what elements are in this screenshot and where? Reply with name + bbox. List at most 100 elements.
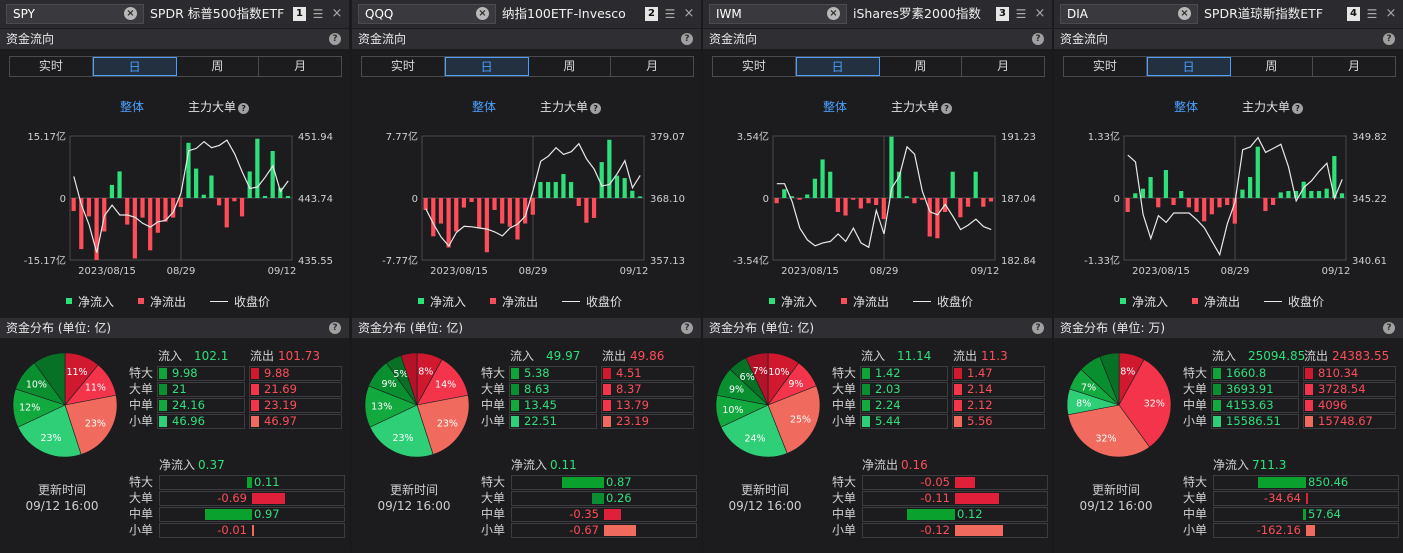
legend-close: 收盘价 bbox=[913, 294, 973, 310]
flow-bar bbox=[270, 150, 275, 198]
flow-bar bbox=[1286, 191, 1291, 198]
outflow-total-label: 流出 bbox=[1304, 349, 1329, 363]
close-icon[interactable]: × bbox=[331, 6, 343, 21]
dist-row-label: 大单 bbox=[1183, 382, 1208, 396]
tab-period-2[interactable]: 周 bbox=[177, 57, 260, 76]
flow-bar bbox=[477, 198, 482, 229]
distribution-pie: 11% 11% 23% 23% 12% 10% bbox=[12, 352, 118, 458]
tab-period-3[interactable]: 月 bbox=[294, 59, 307, 73]
net-flow-row-value: -34.64 bbox=[1263, 491, 1301, 505]
help-icon[interactable]: ? bbox=[590, 103, 602, 114]
symbol-input[interactable]: SPY bbox=[6, 4, 144, 24]
help-icon[interactable]: ? bbox=[1032, 322, 1044, 334]
tab-period-3[interactable]: 月 bbox=[646, 59, 659, 73]
help-icon[interactable]: ? bbox=[1292, 103, 1304, 114]
help-icon[interactable]: ? bbox=[329, 33, 341, 45]
close-icon[interactable]: × bbox=[683, 6, 695, 21]
help-icon[interactable]: ? bbox=[1383, 33, 1395, 45]
tab-period-0[interactable]: 实时 bbox=[713, 57, 796, 76]
symbol-input[interactable]: DIA bbox=[1060, 4, 1198, 24]
legend-inflow: 净流入 bbox=[66, 294, 114, 310]
adjust-icon[interactable]: ☰ bbox=[312, 7, 324, 21]
outflow-total-value: 24383.55 bbox=[1332, 349, 1390, 363]
adjust-icon[interactable]: ☰ bbox=[1015, 7, 1027, 21]
close-icon[interactable]: × bbox=[1385, 6, 1397, 21]
flow-bar bbox=[255, 138, 260, 198]
flow-bar bbox=[637, 196, 643, 198]
tab-period-0[interactable]: 实时 bbox=[1064, 57, 1147, 76]
clear-icon[interactable]: × bbox=[827, 7, 840, 20]
clear-icon[interactable]: × bbox=[476, 7, 489, 20]
flow-bar bbox=[958, 198, 963, 218]
help-icon[interactable]: ? bbox=[238, 103, 250, 114]
outflow-cell-bar bbox=[251, 384, 259, 395]
flow-bar bbox=[163, 198, 168, 222]
tab-period-1[interactable]: 日 bbox=[795, 57, 880, 76]
flow-bar bbox=[178, 198, 183, 207]
help-icon[interactable]: ? bbox=[941, 103, 953, 114]
flow-bar bbox=[239, 198, 245, 217]
view-main-toggle[interactable]: 主力大单? bbox=[188, 99, 258, 115]
view-main-toggle[interactable]: 主力大单? bbox=[891, 99, 961, 115]
tab-period-2[interactable]: 周 bbox=[529, 57, 612, 76]
help-icon[interactable]: ? bbox=[1383, 322, 1395, 334]
clear-icon[interactable]: × bbox=[124, 7, 137, 20]
close-icon[interactable]: × bbox=[1034, 6, 1046, 21]
adjust-icon[interactable]: ☰ bbox=[1366, 7, 1378, 21]
flow-bar bbox=[1163, 170, 1169, 198]
flow-bar bbox=[1301, 181, 1306, 198]
symbol-input[interactable]: QQQ bbox=[358, 4, 496, 24]
adjust-icon[interactable]: ☰ bbox=[664, 7, 676, 21]
view-main-toggle[interactable]: 主力大单? bbox=[1242, 99, 1312, 115]
outflow-total-label: 流出 bbox=[250, 349, 275, 363]
net-row-label: 特大 bbox=[832, 475, 857, 489]
flow-bar bbox=[1324, 188, 1329, 198]
net-flow-row-value: 0.87 bbox=[606, 475, 632, 489]
flow-bar bbox=[171, 198, 176, 218]
tab-period-1[interactable]: 日 bbox=[444, 57, 529, 76]
dist-row-label: 大单 bbox=[481, 382, 506, 396]
flow-bar bbox=[988, 198, 994, 202]
tab-period-0[interactable]: 实时 bbox=[10, 57, 93, 76]
tab-period-1[interactable]: 日 bbox=[1146, 57, 1231, 76]
pie-label: 9% bbox=[382, 379, 397, 390]
flow-bar bbox=[492, 198, 497, 210]
flow-bar bbox=[614, 175, 620, 198]
view-all-toggle[interactable]: 整体 bbox=[472, 100, 497, 114]
inflow-total-value: 49.97 bbox=[546, 349, 581, 363]
help-icon[interactable]: ? bbox=[1032, 33, 1044, 45]
view-main-toggle[interactable]: 主力大单? bbox=[540, 99, 610, 115]
tab-period-0[interactable]: 实时 bbox=[362, 57, 445, 76]
flow-bar bbox=[247, 171, 252, 198]
flow-bar bbox=[102, 198, 107, 232]
help-icon[interactable]: ? bbox=[681, 33, 693, 45]
pie-label: 7% bbox=[1081, 383, 1096, 394]
legend-close: 收盘价 bbox=[210, 294, 270, 310]
flow-bar bbox=[950, 171, 955, 198]
tab-period-2[interactable]: 周 bbox=[1231, 57, 1314, 76]
help-icon[interactable]: ? bbox=[681, 322, 693, 334]
view-all-toggle[interactable]: 整体 bbox=[1174, 100, 1199, 114]
etf-panel-dia: DIA × SPDR道琼斯指数ETF 4 ☰ × 资金流向? 实时日周月整体 主力大单? 1.33… bbox=[1054, 0, 1403, 553]
net-flow-row-value: 0.12 bbox=[957, 507, 983, 521]
clear-icon[interactable]: × bbox=[1178, 7, 1191, 20]
tab-period-1[interactable]: 日 bbox=[92, 57, 177, 76]
tab-period-3[interactable]: 月 bbox=[1348, 59, 1361, 73]
flow-bar bbox=[546, 182, 551, 198]
inflow-cell-value: 4153.63 bbox=[1226, 398, 1274, 412]
legend-close-label: 收盘价 bbox=[586, 295, 623, 309]
inflow-cell: 21 bbox=[157, 382, 245, 397]
pie-label: 13% bbox=[371, 402, 392, 413]
view-all-toggle[interactable]: 整体 bbox=[823, 100, 848, 114]
y-right-tick: 443.74 bbox=[298, 194, 333, 205]
tab-period-3[interactable]: 月 bbox=[997, 59, 1010, 73]
flow-section-title: 资金流向 bbox=[6, 32, 55, 46]
flow-bar bbox=[186, 142, 191, 198]
flow-bar bbox=[1225, 198, 1230, 205]
symbol-input[interactable]: IWM bbox=[709, 4, 847, 24]
outflow-cell-bar bbox=[954, 368, 962, 379]
flow-bar bbox=[132, 198, 137, 259]
tab-period-2[interactable]: 周 bbox=[880, 57, 963, 76]
help-icon[interactable]: ? bbox=[329, 322, 341, 334]
view-all-toggle[interactable]: 整体 bbox=[120, 100, 145, 114]
